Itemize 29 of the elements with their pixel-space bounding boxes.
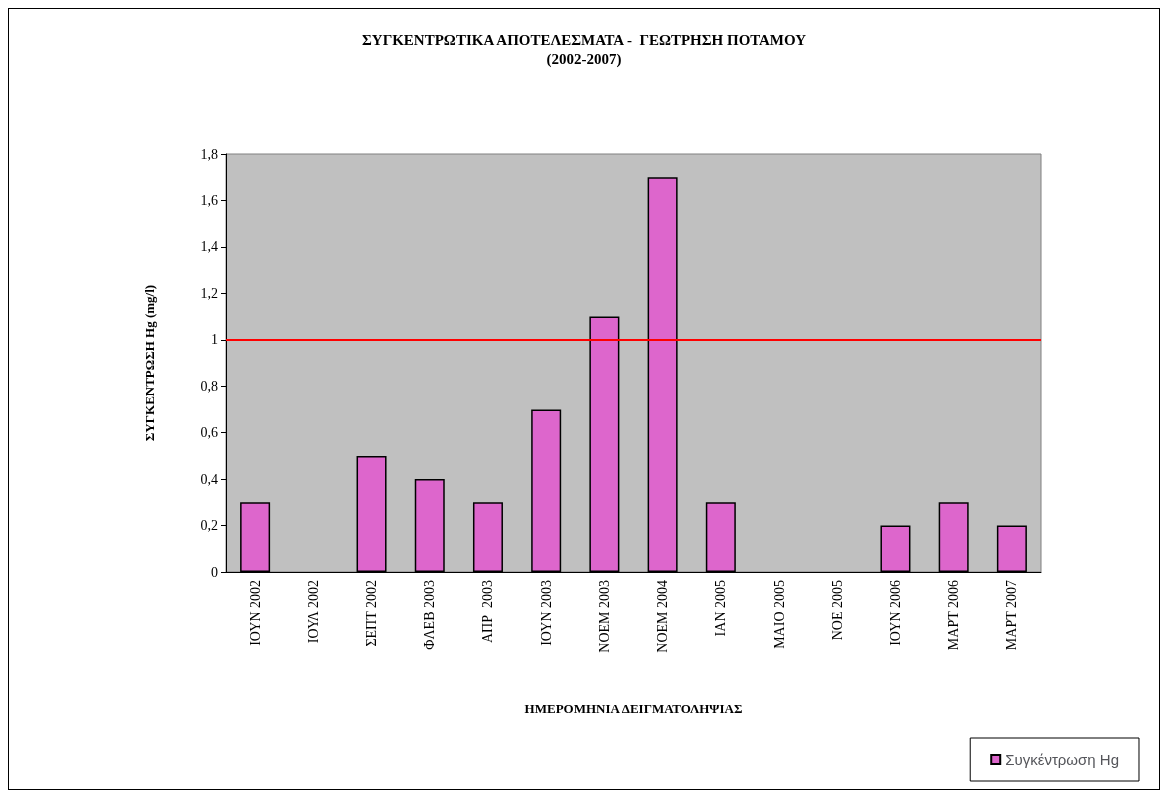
x-tick-label: ΦΛΕΒ 2003 [422,580,438,650]
x-tick-label: ΝΟΕ 2005 [829,580,845,641]
chart-subtitle: (2002-2007) [546,50,622,68]
legend-label: Συγκέντρωση Hg [1005,751,1120,768]
x-tick-label: ΙΟΥΛ 2002 [305,580,321,644]
y-tick-label: 1,6 [200,192,218,208]
y-tick-label: 0,4 [200,471,218,487]
x-tick-label: ΙΟΥΝ 2002 [247,580,263,646]
x-tick-label: ΝΟΕΜ 2003 [596,580,612,653]
y-tick-label: 0,6 [200,425,218,441]
y-tick-label: 1,8 [200,146,218,162]
y-tick-label: 0,2 [200,518,218,534]
x-tick-label: ΜΑΡΤ 2006 [946,580,962,651]
x-tick-label: ΙΟΥΝ 2003 [538,580,554,646]
x-tick-label: ΙΟΥΝ 2006 [887,580,903,646]
y-tick-label: 0,8 [200,378,218,394]
chart-title: ΣΥΓΚΕΝΤΡΩΤΙΚΑ ΑΠΟΤΕΛΕΣΜΑΤΑ - ΓΕΩΤΡΗΣΗ ΠΟΤΑΜΟΥ [362,31,807,48]
x-axis-title: ΗΜΕΡΟΜΗΝΙΑ ΔΕΙΓΜΑΤΟΛΗΨΙΑΣ [524,701,743,716]
x-tick-label: ΝΟΕΜ 2004 [655,580,671,653]
x-tick-label: ΣΕΠΤ 2002 [364,580,380,647]
x-tick-label: ΜΑΡΤ 2007 [1004,580,1020,651]
y-axis-title: ΣΥΓΚΕΝΤΡΩΣΗ Hg (mg/l) [142,284,157,442]
y-tick-label: 1,4 [200,239,218,255]
x-tick-label: ΜΑΙΟ 2005 [771,580,787,649]
y-tick-label: 0 [211,564,218,580]
x-tick-label: ΑΠΡ 2003 [480,580,496,644]
x-tick-label: ΙΑΝ 2005 [713,580,729,637]
y-tick-label: 1 [211,332,218,348]
y-tick-label: 1,2 [200,285,218,301]
